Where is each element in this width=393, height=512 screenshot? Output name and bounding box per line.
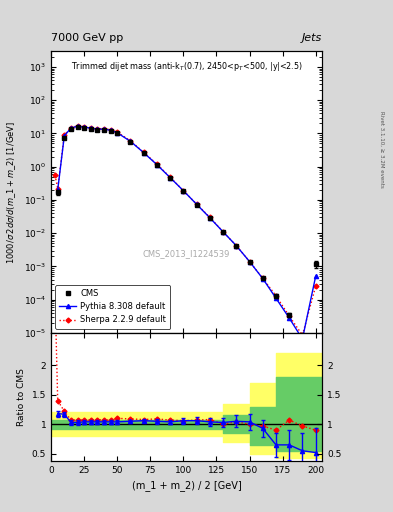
Legend: CMS, Pythia 8.308 default, Sherpa 2.2.9 default: CMS, Pythia 8.308 default, Sherpa 2.2.9 … — [55, 285, 170, 329]
Text: Rivet 3.1.10, ≥ 3.2M events: Rivet 3.1.10, ≥ 3.2M events — [379, 112, 384, 188]
Y-axis label: Ratio to CMS: Ratio to CMS — [17, 368, 26, 426]
Text: 7000 GeV pp: 7000 GeV pp — [51, 33, 123, 43]
X-axis label: (m_1 + m_2) / 2 [GeV]: (m_1 + m_2) / 2 [GeV] — [132, 480, 242, 491]
Text: CMS_2013_I1224539: CMS_2013_I1224539 — [143, 249, 230, 259]
Text: Jets: Jets — [302, 33, 322, 43]
Text: Trimmed dijet mass (anti-k$_T$(0.7), 2450<p$_T$<500, |y|<2.5): Trimmed dijet mass (anti-k$_T$(0.7), 245… — [71, 60, 303, 73]
Y-axis label: $1000/\sigma\,2d\sigma/d(m\_1 + m\_2)$ [1/GeV]: $1000/\sigma\,2d\sigma/d(m\_1 + m\_2)$ [… — [6, 120, 18, 264]
